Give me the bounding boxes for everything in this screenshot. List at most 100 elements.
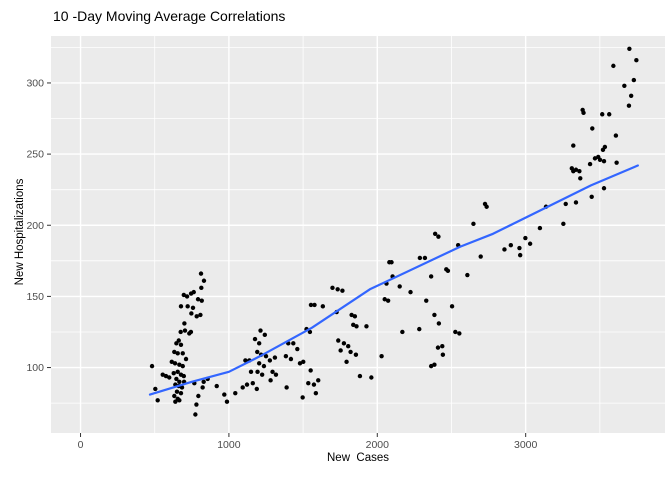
data-point bbox=[508, 242, 514, 248]
data-point bbox=[364, 324, 369, 329]
data-point bbox=[341, 341, 347, 346]
data-point bbox=[254, 386, 260, 392]
data-point bbox=[222, 392, 227, 397]
data-point bbox=[422, 255, 428, 261]
data-point bbox=[601, 186, 607, 191]
data-point bbox=[502, 247, 507, 252]
data-point bbox=[400, 329, 405, 335]
data-point bbox=[180, 351, 185, 356]
data-point bbox=[191, 289, 196, 295]
data-point bbox=[581, 110, 586, 116]
data-point bbox=[611, 63, 616, 69]
data-point bbox=[614, 160, 619, 165]
data-point bbox=[308, 368, 313, 373]
data-point bbox=[155, 398, 160, 403]
data-point bbox=[258, 328, 263, 333]
data-point bbox=[330, 285, 335, 291]
data-point bbox=[320, 304, 326, 309]
data-point bbox=[432, 362, 437, 367]
data-point bbox=[465, 272, 470, 278]
data-point bbox=[517, 245, 522, 251]
data-point bbox=[256, 361, 262, 366]
data-point bbox=[600, 112, 605, 117]
data-point bbox=[174, 376, 179, 382]
data-point bbox=[300, 395, 305, 400]
data-point bbox=[261, 363, 267, 369]
data-point bbox=[573, 167, 579, 172]
data-point bbox=[189, 311, 194, 316]
data-point bbox=[436, 321, 442, 326]
data-point bbox=[233, 390, 238, 396]
data-point bbox=[311, 382, 317, 387]
data-point bbox=[417, 326, 422, 332]
data-point bbox=[354, 324, 359, 329]
data-point bbox=[571, 143, 576, 148]
data-point bbox=[198, 312, 203, 318]
data-point bbox=[193, 412, 198, 417]
y-tick-label: 150 bbox=[26, 291, 44, 303]
data-point bbox=[626, 103, 632, 108]
data-point bbox=[175, 351, 180, 356]
data-point bbox=[348, 349, 353, 355]
data-point bbox=[172, 349, 177, 355]
data-point bbox=[428, 274, 434, 279]
data-point bbox=[432, 312, 437, 318]
x-axis-title: New Cases bbox=[327, 452, 389, 464]
data-point bbox=[194, 402, 199, 407]
data-point bbox=[336, 338, 341, 343]
data-point bbox=[537, 225, 543, 231]
data-point bbox=[589, 194, 594, 199]
data-point bbox=[340, 288, 345, 293]
data-point bbox=[177, 362, 182, 367]
data-point bbox=[262, 332, 268, 338]
data-point bbox=[561, 221, 566, 227]
data-point bbox=[291, 341, 296, 346]
data-point bbox=[183, 356, 189, 362]
data-point bbox=[190, 305, 196, 310]
data-point bbox=[177, 379, 182, 384]
data-point bbox=[177, 398, 182, 403]
data-point bbox=[273, 372, 279, 377]
data-point bbox=[255, 349, 260, 355]
data-point bbox=[149, 363, 155, 369]
data-point bbox=[417, 255, 423, 261]
y-tick-label: 100 bbox=[26, 362, 44, 374]
data-point bbox=[523, 235, 528, 241]
data-point bbox=[194, 314, 199, 319]
data-point bbox=[389, 260, 394, 265]
data-point bbox=[449, 304, 455, 309]
data-point bbox=[338, 348, 343, 353]
data-point bbox=[316, 378, 321, 383]
data-point bbox=[178, 304, 184, 309]
x-tick-label: 2000 bbox=[366, 439, 390, 451]
data-point bbox=[272, 355, 278, 360]
data-point bbox=[527, 241, 533, 246]
data-point bbox=[295, 346, 300, 352]
data-point bbox=[308, 302, 314, 308]
data-point bbox=[484, 204, 489, 209]
data-point bbox=[385, 298, 391, 303]
data-point bbox=[590, 126, 595, 131]
data-point bbox=[182, 328, 188, 333]
data-point bbox=[478, 254, 483, 259]
data-point bbox=[397, 284, 402, 289]
data-point bbox=[252, 336, 258, 342]
data-point bbox=[601, 159, 607, 164]
data-point bbox=[182, 321, 187, 326]
data-point bbox=[201, 278, 207, 283]
data-point bbox=[622, 83, 627, 89]
data-point bbox=[440, 344, 445, 349]
trend-line bbox=[148, 164, 639, 396]
data-point bbox=[214, 383, 219, 389]
data-point bbox=[283, 353, 289, 359]
data-point bbox=[634, 57, 639, 63]
data-point bbox=[457, 331, 462, 336]
data-point bbox=[563, 201, 568, 207]
data-point bbox=[172, 393, 177, 399]
data-point bbox=[243, 358, 248, 363]
data-point bbox=[453, 329, 458, 335]
data-point bbox=[587, 161, 593, 167]
plot-panel bbox=[51, 36, 665, 433]
